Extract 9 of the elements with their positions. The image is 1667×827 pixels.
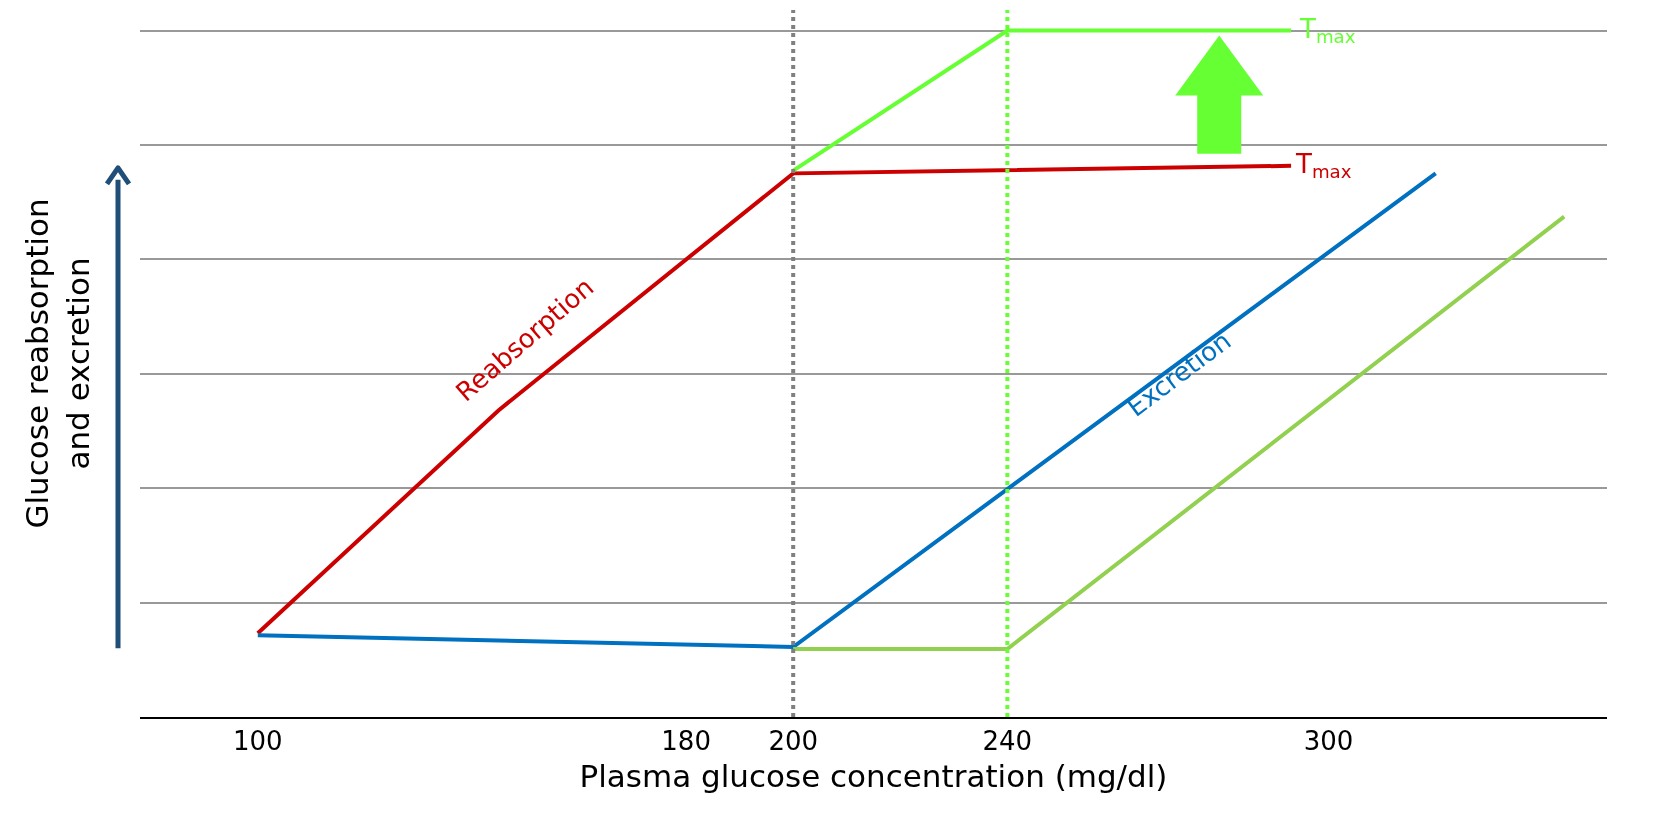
x-tick-label: 240 (982, 726, 1033, 757)
y-axis-title: Glucose reabsorption and excretion (19, 198, 96, 529)
annotation: T$_{max}$ (1295, 149, 1352, 183)
x-tick-label: 180 (661, 726, 711, 757)
x-tick-label: 100 (232, 726, 283, 757)
x-tick-label: 300 (1303, 726, 1354, 757)
annotation: T$_{max}$ (1299, 14, 1356, 48)
x-tick-label: 200 (768, 726, 819, 757)
x-axis-title: Plasma glucose concentration (mg/dl) (579, 757, 1168, 794)
